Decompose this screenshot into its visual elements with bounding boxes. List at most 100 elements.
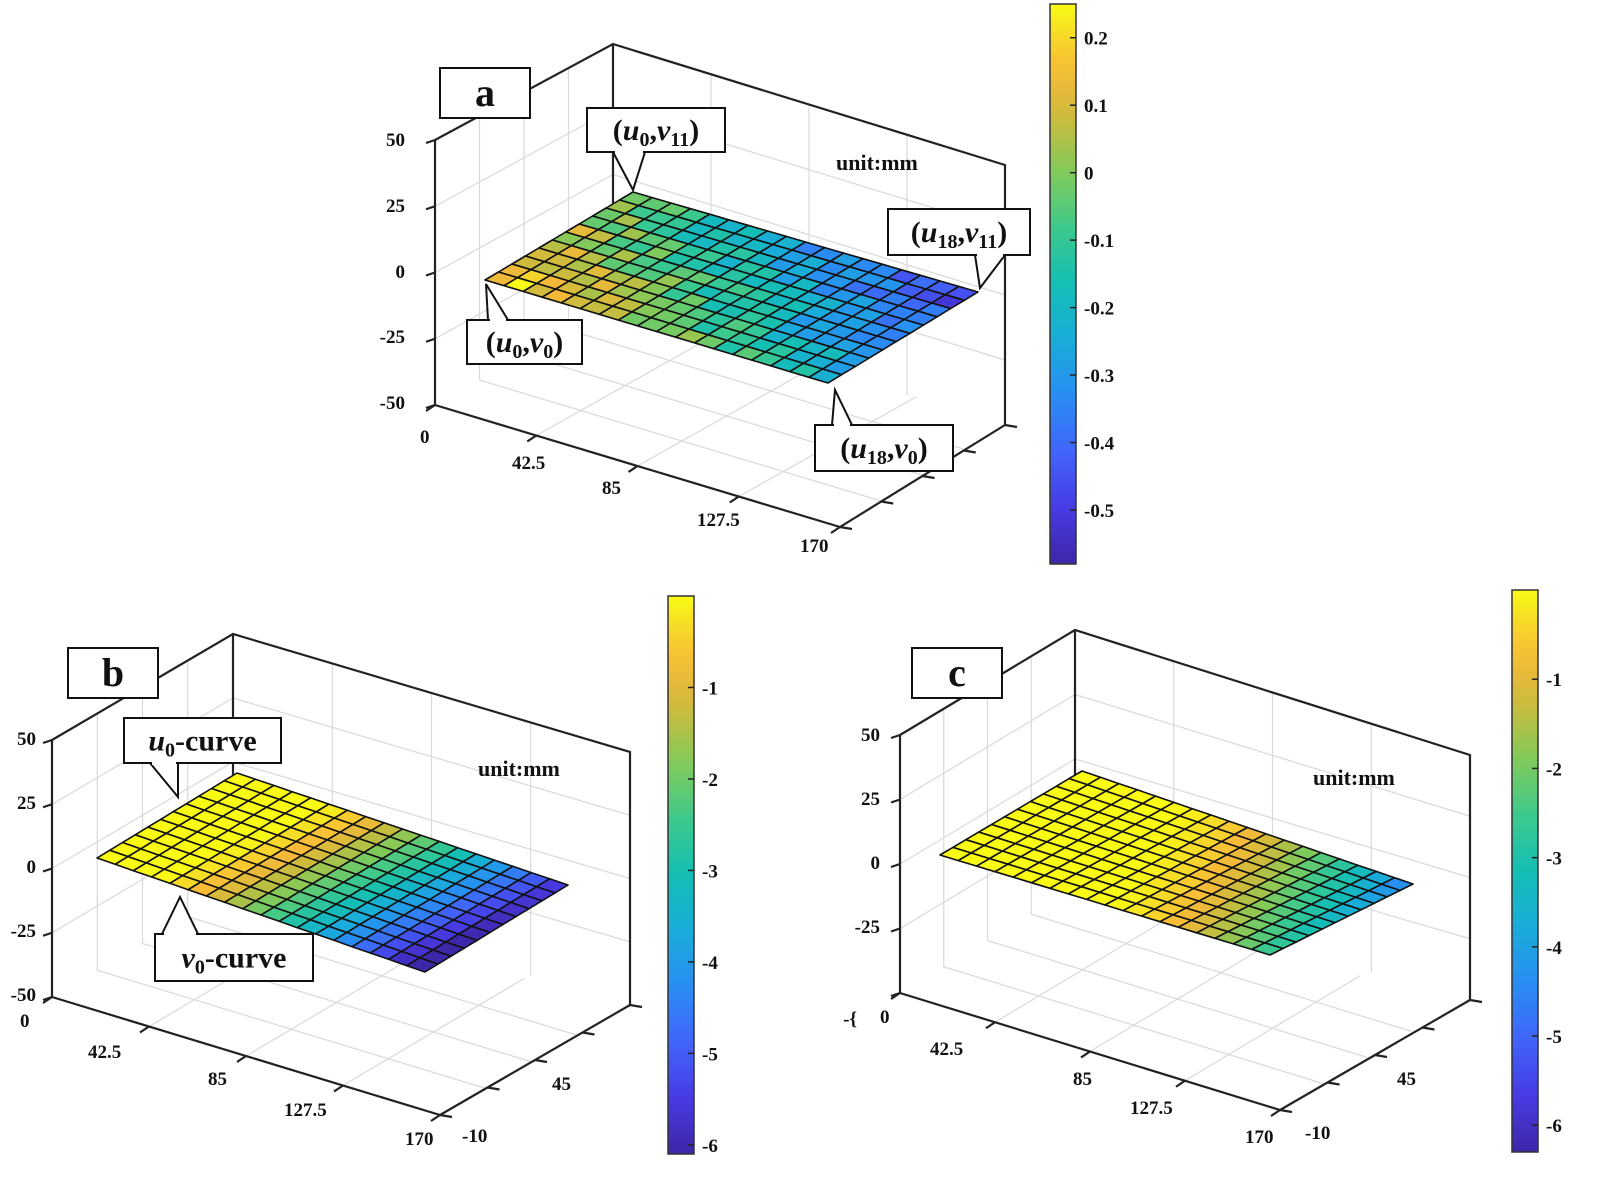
y-tick [534,1058,548,1064]
callout-pointer [147,762,179,800]
colorbar-tick-label: -0.3 [1084,366,1114,387]
colorbar-tick-label: -3 [702,861,718,882]
x-tick [1175,1079,1186,1088]
x-tick [430,1114,441,1122]
callout-text: (u18,v0) [840,432,928,469]
colorbar-tick-label: -6 [1546,1116,1562,1137]
colorbar-tick-label: -0.1 [1084,231,1114,252]
panel-label-box [67,647,159,699]
callout-u0-curve: u0-curve [123,717,282,800]
axes-box [890,628,1483,1117]
colorbar-tick-label: -3 [1546,849,1562,870]
colorbar-tick-label: -1 [1546,670,1562,691]
z-tick [425,138,436,145]
x-tick [729,495,740,504]
callout-text: u0-curve [148,725,256,762]
callout-box [887,208,1031,256]
z-tick [890,798,901,804]
callout-pointer [830,386,854,426]
callout-u18-v11: (u18,v11) [887,208,1031,291]
x-tick-label: 42.5 [930,1039,963,1060]
callout-box [586,107,726,153]
y-tick [1279,1108,1293,1114]
callout-pointer [611,151,647,193]
surface-mesh [939,770,1414,956]
y-tick [963,449,976,454]
x-tick [830,526,841,534]
z-tick-label: -25 [380,327,405,348]
colorbar [667,595,695,1155]
panel-label-box [439,67,531,119]
x-tick-label: 0 [420,427,430,448]
x-tick [425,404,436,412]
callout-text: (u0,v0) [486,326,564,363]
z-tick [425,337,436,343]
x-tick-label: 0 [880,1007,890,1028]
x-tick-label: 127.5 [284,1100,327,1121]
z-tick-label: 0 [27,857,37,878]
y-tick [1469,998,1483,1004]
colorbar-tick-label: -4 [1546,938,1562,959]
z-tick [425,205,436,211]
z-tick [425,271,436,277]
unit-label: unit:mm [836,150,918,175]
z-tick [890,733,901,740]
x-tick [236,1055,247,1063]
x-tick [42,996,53,1004]
colorbar-tick-label: -2 [1546,759,1562,780]
y-tick [1004,423,1018,429]
callout-u0-v11: (u0,v11) [586,107,726,193]
colorbar-tick-label: 0.1 [1084,96,1108,117]
y-tick-label: 45 [552,1074,571,1095]
x-tick [890,992,901,1000]
z-tick [890,927,901,933]
colorbar-tick-label: -4 [702,953,718,974]
gridline [1184,975,1361,1082]
z-tick-label: 0 [871,853,881,874]
callout-pointer [485,283,510,321]
colorbar-tick-label: 0 [1084,164,1094,185]
x-tick [139,1025,150,1034]
z-tick-label: -50 [11,985,36,1006]
callout-text: (u18,v11) [911,216,1007,253]
callout-box [466,319,583,365]
x-tick [1080,1050,1091,1059]
gridline [987,939,1368,1059]
panel-label: a [475,70,495,115]
z-tick [42,803,53,809]
callout-box [123,717,282,764]
x-tick-label: 170 [1245,1127,1274,1148]
z-tick-label: -25 [855,917,880,938]
panel-label: b [102,650,124,695]
gridline [1031,913,1412,1032]
callout-text: v0-curve [182,942,287,979]
x-tick-label: 170 [405,1129,434,1150]
y-tick-label: 45 [1397,1069,1416,1090]
z-tick-label: 50 [17,729,36,750]
colorbar-tick-label: -6 [702,1136,718,1157]
x-tick-label: 85 [208,1069,227,1090]
panel-b: 50 25 0 -25 -50 0 42.5 85 127.5 170 -10 45 -1 -2 -3 -4 -… [11,595,718,1157]
y-tick [839,525,853,531]
z-tick-label: -50 [380,393,405,414]
y-tick [1374,1053,1388,1059]
y-tick [629,1003,643,1009]
panel-label: c [948,650,966,695]
callout-u0-v0: (u0,v0) [466,283,583,365]
colorbar [1049,3,1077,565]
x-tick [627,465,639,473]
y-tick [881,500,894,505]
gridlines [899,656,1471,1085]
surface-mesh [96,772,569,973]
callout-u18-v0: (u18,v0) [814,386,954,472]
x-tick-label: 85 [1073,1069,1092,1090]
z-tick [890,862,901,869]
z-tick [42,738,53,745]
x-tick [333,1084,344,1093]
surface-cell [1250,942,1284,956]
z-tick [42,931,53,937]
surface-mesh [484,191,979,384]
y-tick [1327,1081,1340,1086]
z-tick-label: 50 [386,130,405,151]
